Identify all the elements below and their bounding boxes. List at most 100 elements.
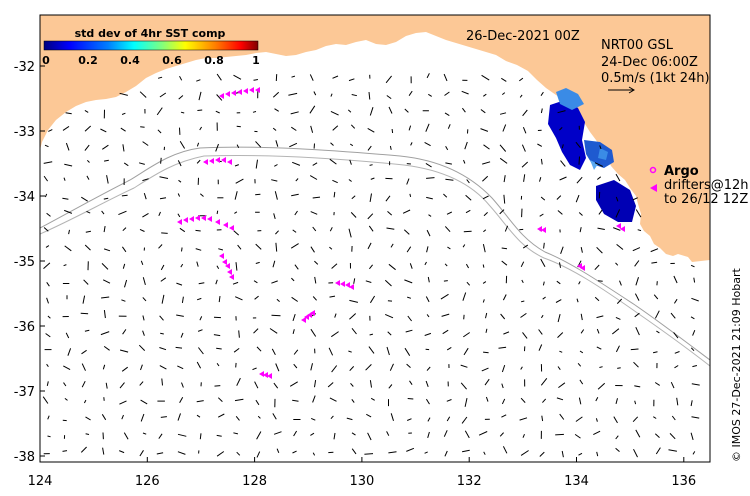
current-vector [329, 158, 337, 165]
current-vector [404, 108, 409, 113]
current-vector [445, 162, 452, 165]
current-vector [44, 144, 49, 148]
current-vector [43, 262, 51, 269]
current-vector [653, 416, 657, 419]
current-vector [65, 112, 72, 115]
current-vector [482, 243, 486, 253]
current-vector [503, 194, 506, 204]
current-vector [521, 144, 526, 152]
current-vector [216, 265, 220, 269]
current-vector [652, 351, 658, 354]
current-vector [314, 276, 317, 284]
current-vector [273, 213, 276, 220]
current-vector [633, 361, 639, 368]
current-vector [332, 75, 339, 79]
current-vector [102, 279, 111, 284]
current-vector [65, 332, 70, 339]
current-vector [635, 326, 640, 336]
current-vector [426, 177, 435, 179]
current-vector [178, 95, 184, 100]
current-vector [428, 93, 432, 97]
current-vector [575, 141, 581, 149]
current-vector [215, 279, 218, 285]
current-vector [214, 385, 221, 387]
drifter-position-marker [237, 89, 242, 95]
current-vector [593, 430, 601, 436]
current-vector [156, 452, 164, 455]
current-vector [460, 382, 467, 390]
current-vector [465, 263, 470, 269]
current-vector [43, 161, 53, 164]
current-vector [385, 75, 392, 84]
current-vector [350, 124, 356, 129]
drifter-position-marker [616, 223, 621, 229]
y-tick-label: -34 [14, 190, 35, 205]
current-vector [159, 347, 167, 351]
current-vector [64, 163, 73, 167]
current-vector [482, 264, 485, 268]
current-vector [409, 193, 412, 198]
current-vector [309, 105, 316, 114]
current-vector [45, 245, 50, 248]
colorbar-tick-label: 1 [252, 54, 260, 67]
current-vector [83, 279, 89, 285]
y-axis: -32 -33 -34 -35 -36 -37 -38 [14, 60, 45, 465]
current-vector [101, 210, 105, 215]
current-vector [310, 211, 318, 215]
current-vector [501, 383, 504, 389]
current-vectors [42, 73, 700, 458]
current-vector [409, 380, 413, 385]
current-vector [575, 194, 580, 203]
current-vector [367, 213, 374, 220]
drifter-position-marker [203, 159, 208, 165]
current-vector [236, 144, 240, 149]
current-vector [404, 347, 411, 356]
current-vector [540, 314, 544, 319]
current-vector [369, 193, 372, 202]
current-vector [236, 451, 241, 456]
current-vector [369, 107, 374, 116]
current-vector [293, 363, 298, 369]
current-vector [676, 397, 679, 406]
current-vector [121, 366, 128, 372]
current-vector [540, 108, 543, 114]
current-vector [349, 143, 354, 147]
current-vector [578, 156, 580, 165]
current-vector [142, 330, 145, 336]
current-vector [406, 246, 412, 253]
current-vector [177, 433, 187, 437]
current-vector [578, 397, 582, 405]
current-vector [310, 328, 317, 337]
current-vector [596, 328, 600, 334]
current-vector [121, 246, 127, 253]
current-vector [615, 435, 619, 440]
current-vector [86, 175, 90, 180]
current-vector [215, 143, 219, 152]
current-vector [198, 91, 202, 101]
current-vector [195, 248, 202, 251]
current-vector [216, 451, 225, 457]
current-vector [81, 349, 87, 355]
current-vector [426, 246, 429, 253]
current-vector [556, 397, 564, 401]
current-vector [559, 262, 561, 268]
current-vector [426, 229, 431, 237]
current-vector [501, 414, 507, 418]
current-vector [122, 263, 126, 269]
current-vector [369, 295, 376, 304]
current-vector [522, 109, 528, 117]
current-vector [276, 448, 280, 453]
current-vector [574, 433, 581, 439]
current-vector [121, 299, 126, 302]
current-vector [426, 314, 430, 318]
current-vector [368, 225, 374, 232]
current-vector [485, 328, 488, 333]
current-vector [370, 177, 375, 180]
current-vector [196, 400, 204, 403]
current-vector [234, 164, 239, 167]
current-vector [217, 397, 223, 402]
current-vector [425, 162, 432, 168]
current-vector [367, 127, 375, 133]
current-vector [673, 298, 678, 304]
current-vector [556, 280, 561, 285]
